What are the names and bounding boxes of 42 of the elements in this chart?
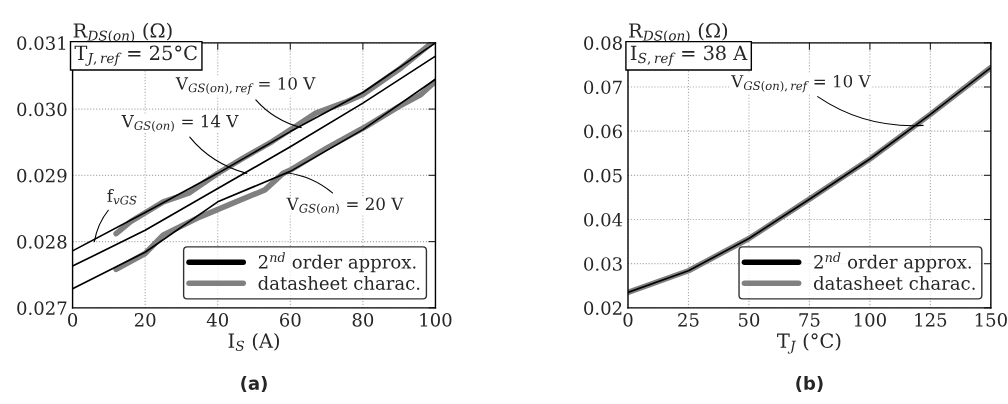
y-tick-label: 0.031 [17,36,66,50]
annotation: T$_{J,ref}$ = 25°C [74,45,197,66]
legend-label: 2$^{nd}$ order approx. [258,252,416,273]
x-tick-label: 60 [280,313,301,327]
annotation: I$_{S,ref}$ = 38 A [630,45,748,66]
y-tick-label: 0.07 [584,80,622,95]
y-axis-title: R$_{DS(on)}$ (Ω) [629,22,728,43]
y-tick-label: 0.08 [584,36,622,50]
annotation: V$_{GS(on),ref}$ = 10 V [730,74,871,93]
y-tick-label: 0.05 [584,168,622,183]
x-tick-label: 100 [420,313,452,327]
x-tick-label: 75 [799,313,820,327]
x-tick-label: 80 [352,313,374,327]
y-tick-label: 0.03 [584,257,622,271]
annotation: V$_{GS(on),ref}$ = 10 V [175,77,316,95]
y-tick-label: 0.029 [17,168,67,183]
y-tick-label: 0.030 [17,102,67,117]
x-tick-label: 50 [738,313,760,327]
x-tick-label: 40 [206,313,229,327]
annotation: V$_{GS(on)}$ = 14 V [121,114,239,132]
annotation: f$_{vGS}$ [107,189,137,205]
annotation: V$_{GS(on)}$ = 20 V [286,197,404,215]
y-tick-label: 0.02 [584,301,622,315]
y-axis-title: R$_{DS(on)}$ (Ω) [73,22,172,43]
x-axis-title: I$_{S}$ (A) [228,332,280,351]
y-tick-label: 0.06 [584,124,622,139]
y-tick-label: 0.04 [584,212,623,227]
y-tick-label: 0.028 [17,235,67,249]
legend-label: datasheet charac. [258,275,420,290]
text: (a) [241,375,267,393]
x-tick-label: 20 [134,313,156,327]
y-tick-label: 0.027 [17,301,67,315]
x-tick-label: 100 [854,313,886,327]
legend-label: datasheet charac. [813,275,975,290]
x-tick-label: 150 [975,313,1007,327]
x-axis-title: T$_{J}$ (°C) [777,332,841,354]
text: (b) [796,375,823,393]
x-tick-label: 0 [68,313,78,327]
x-tick-label: 25 [678,313,699,327]
x-tick-label: 0 [623,313,633,327]
x-tick-label: 125 [915,313,947,327]
legend-label: 2$^{nd}$ order approx. [814,252,971,273]
